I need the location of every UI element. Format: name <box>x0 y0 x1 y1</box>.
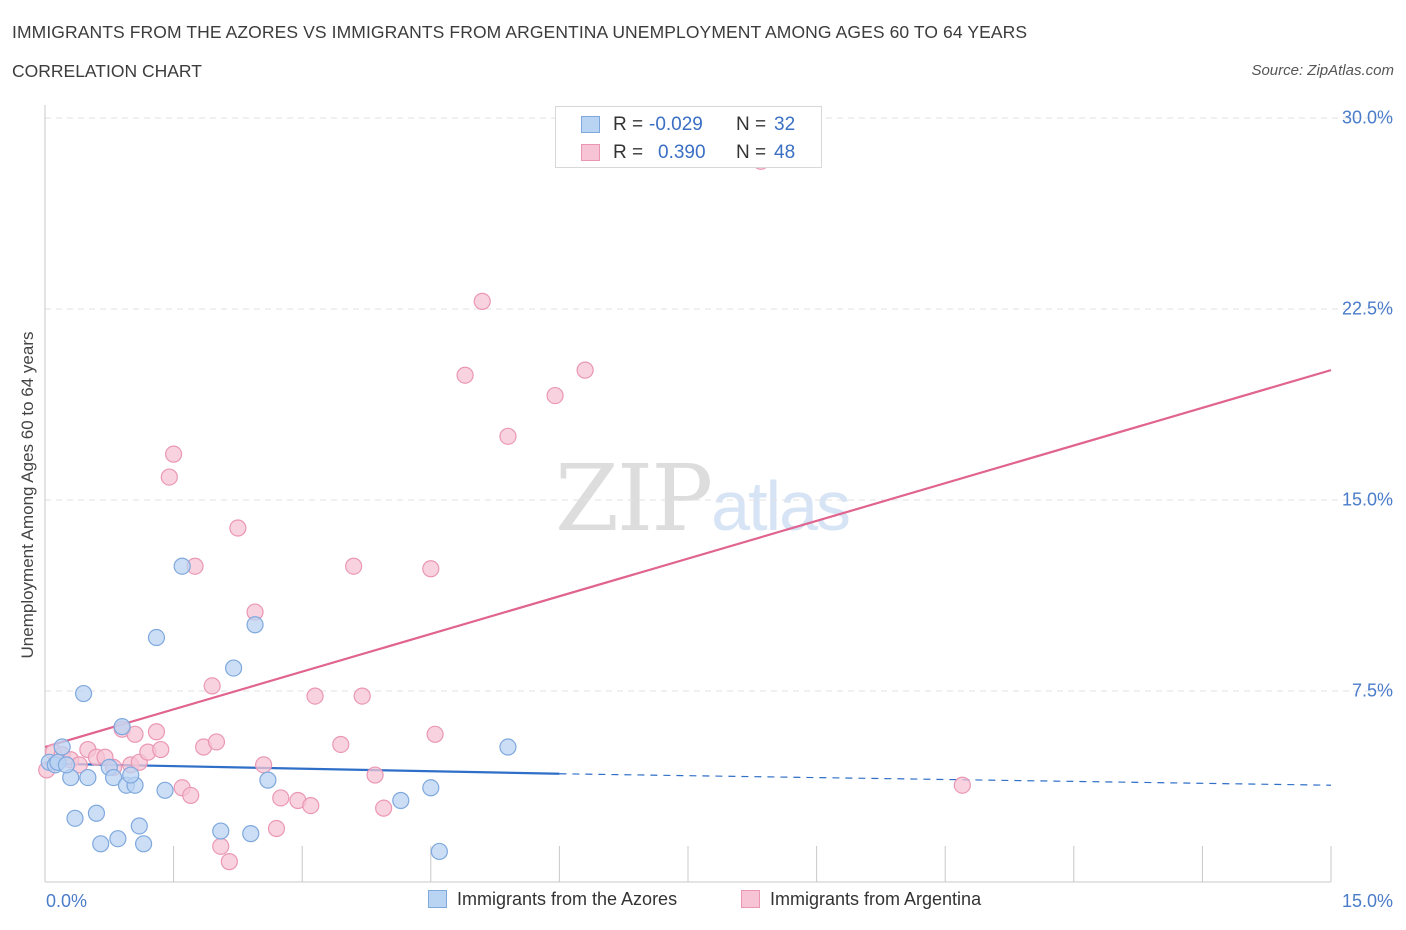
point-azores <box>246 616 264 634</box>
point-argentina <box>220 853 238 871</box>
y-tick-label: 30.0% <box>1341 107 1393 128</box>
point-argentina <box>255 756 273 774</box>
point-azores <box>212 822 230 840</box>
legend-r-value: 0.390 <box>658 142 706 163</box>
point-azores <box>113 718 131 736</box>
legend-swatch-argentina <box>581 144 600 161</box>
point-argentina <box>473 292 491 310</box>
data-points <box>38 152 971 871</box>
y-tick-label: 7.5% <box>1351 680 1393 701</box>
point-argentina <box>212 837 230 855</box>
point-azores <box>173 557 191 575</box>
legend-r-label: R = <box>613 114 644 135</box>
point-azores <box>104 768 123 787</box>
point-azores <box>156 781 174 799</box>
chart-title: IMMIGRANTS FROM THE AZORES VS IMMIGRANTS… <box>12 22 1028 42</box>
point-argentina <box>152 740 170 759</box>
point-argentina <box>422 560 440 578</box>
gridlines <box>45 117 1391 692</box>
point-argentina <box>147 723 166 741</box>
point-argentina <box>345 557 363 575</box>
point-azores <box>79 768 97 787</box>
point-argentina <box>272 789 290 807</box>
point-azores <box>259 771 277 789</box>
point-argentina <box>499 427 517 445</box>
source-credit: Source: ZipAtlas.com <box>1251 62 1394 79</box>
point-argentina <box>456 366 474 384</box>
legend-row-argentina: R = 0.390 N = 48 <box>556 140 821 166</box>
point-argentina <box>576 361 594 379</box>
point-azores <box>225 659 243 677</box>
point-argentina <box>182 786 200 805</box>
axes <box>44 105 1332 883</box>
trend-lines <box>44 369 1332 786</box>
point-azores <box>87 804 106 822</box>
point-argentina <box>207 733 226 751</box>
point-azores <box>109 830 127 848</box>
point-argentina <box>546 386 564 405</box>
point-argentina <box>203 677 221 695</box>
legend-n-value: 32 <box>774 114 796 135</box>
point-argentina <box>229 519 247 537</box>
point-azores <box>422 779 440 797</box>
y-axis-label: Unemployment Among Ages 60 to 64 years <box>18 331 37 659</box>
y-tick-label: 15.0% <box>1341 489 1393 510</box>
point-azores <box>147 628 166 647</box>
legend-n-value: 48 <box>774 142 796 163</box>
chart-subtitle: CORRELATION CHART <box>12 61 202 81</box>
point-argentina <box>302 796 320 815</box>
point-azores <box>74 684 93 703</box>
point-azores <box>242 825 260 843</box>
trend-line-azores-extrapolated <box>559 773 1332 786</box>
point-azores <box>92 835 110 853</box>
trend-line-argentina <box>44 369 1332 749</box>
point-argentina <box>953 776 971 794</box>
series-name-azores: Immigrants from the Azores <box>457 889 678 909</box>
x-tick-label-max: 15.0% <box>1341 891 1393 911</box>
y-tick-label: 22.5% <box>1341 298 1393 319</box>
point-azores <box>130 817 148 835</box>
point-azores <box>57 756 76 774</box>
point-argentina <box>426 725 444 743</box>
point-argentina <box>267 819 286 838</box>
point-argentina <box>353 687 371 705</box>
point-argentina <box>126 725 144 743</box>
point-azores <box>53 738 71 756</box>
point-argentina <box>375 799 393 817</box>
series-legend-argentina: Immigrants from Argentina <box>741 889 981 910</box>
point-argentina <box>332 735 350 754</box>
point-azores <box>392 791 410 810</box>
point-azores <box>499 738 517 756</box>
point-argentina <box>366 766 384 784</box>
legend-r-label: R = <box>613 142 644 163</box>
point-argentina <box>165 445 183 463</box>
legend-row-azores: R = -0.029 N = 32 <box>556 112 821 138</box>
point-azores <box>66 809 84 827</box>
point-azores <box>430 842 448 861</box>
series-swatch-azores <box>428 890 447 908</box>
legend-n-label: N = <box>736 142 767 163</box>
watermark-zip: ZIP <box>555 445 713 552</box>
point-azores <box>134 835 153 853</box>
series-legend-azores: Immigrants from the Azores <box>428 889 677 910</box>
point-argentina <box>160 468 178 486</box>
x-tick-label-min: 0.0% <box>46 891 88 911</box>
legend-swatch-azores <box>581 116 600 133</box>
correlation-legend: R = -0.029 N = 32 R = 0.390 N = 48 <box>555 106 822 168</box>
legend-n-label: N = <box>736 114 767 135</box>
series-name-argentina: Immigrants from Argentina <box>770 889 982 909</box>
legend-r-value: -0.029 <box>649 114 703 135</box>
point-azores <box>122 766 140 784</box>
series-swatch-argentina <box>741 890 760 908</box>
point-argentina <box>306 687 324 705</box>
